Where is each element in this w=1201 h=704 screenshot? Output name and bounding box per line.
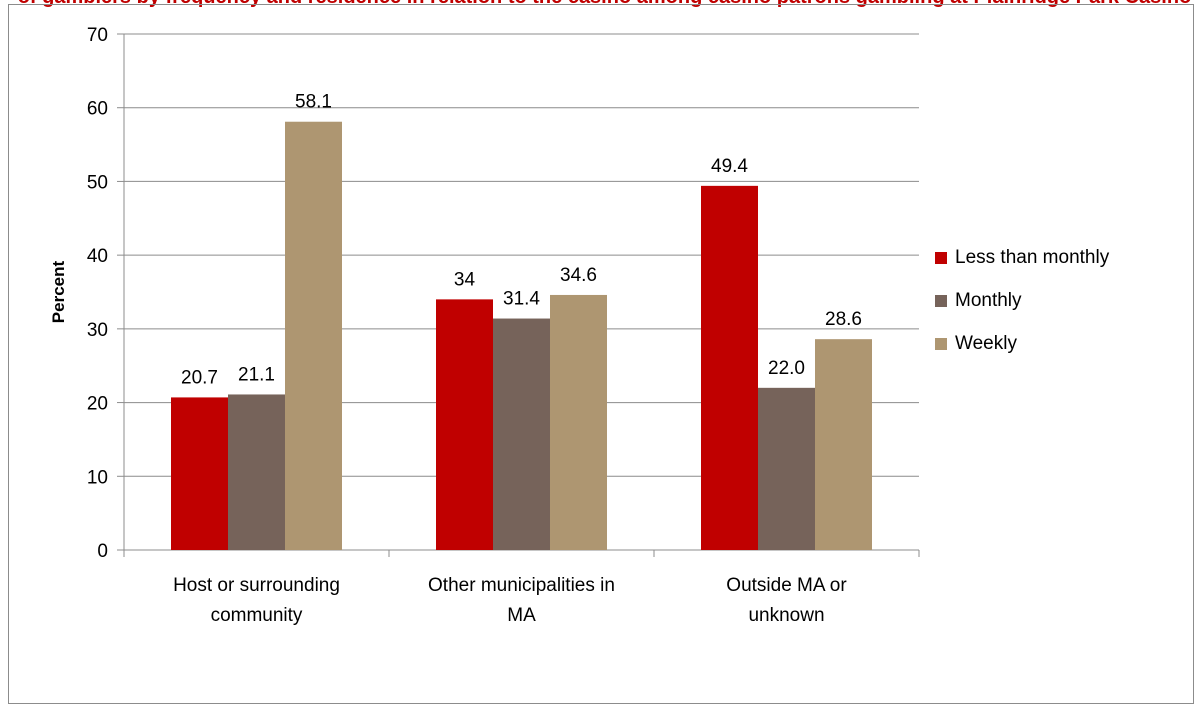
data-label: 20.7 <box>181 367 218 388</box>
y-tick-label: 40 <box>87 246 108 267</box>
x-category-label: MA <box>507 605 536 626</box>
legend-label-less-than-monthly: Less than monthly <box>955 246 1110 268</box>
legend-item-monthly: Monthly <box>935 279 1109 322</box>
bar-chart: 0 10 20 30 40 50 60 70 20.7 21.1 58.1 Host or surro… <box>49 25 920 626</box>
bar <box>228 394 285 550</box>
y-tick-label: 50 <box>87 172 108 193</box>
legend-swatch-weekly <box>935 337 947 350</box>
legend-item-weekly: Weekly <box>935 322 1109 365</box>
bar <box>493 318 550 550</box>
data-label: 31.4 <box>503 289 540 310</box>
data-label: 34 <box>454 269 476 290</box>
bar <box>701 185 758 550</box>
x-category-label: Host or surrounding <box>173 575 340 596</box>
data-label: 21.1 <box>238 364 275 385</box>
y-tick-label: 60 <box>87 99 108 120</box>
y-tick-label: 10 <box>87 467 108 488</box>
x-category-label: Outside MA or <box>726 575 847 596</box>
data-label: 58.1 <box>295 92 332 113</box>
legend-label-weekly: Weekly <box>955 332 1017 354</box>
bar <box>285 121 342 550</box>
bar <box>171 397 228 550</box>
x-category-label: unknown <box>748 605 824 626</box>
legend-label-monthly: Monthly <box>955 289 1022 311</box>
y-tick-label: 20 <box>87 394 108 415</box>
legend-swatch-less-than-monthly <box>935 251 947 264</box>
y-tick-label: 30 <box>87 320 108 341</box>
legend-swatch-monthly <box>935 294 947 307</box>
legend-item-less-than-monthly: Less than monthly <box>935 236 1109 279</box>
data-label: 22.0 <box>768 358 805 379</box>
x-category-label: community <box>211 605 303 626</box>
bar <box>758 387 815 550</box>
chart-legend: Less than monthly Monthly Weekly <box>935 236 1109 365</box>
bar <box>436 299 493 550</box>
data-label: 34.6 <box>560 265 597 286</box>
y-tick-label: 0 <box>97 541 108 562</box>
y-tick-label: 70 <box>87 25 108 46</box>
data-label: 49.4 <box>711 156 748 177</box>
bar <box>815 339 872 550</box>
y-axis-title: Percent <box>49 260 68 323</box>
x-category-label: Other municipalities in <box>428 575 615 596</box>
bar <box>550 294 607 550</box>
data-label: 28.6 <box>825 309 862 330</box>
